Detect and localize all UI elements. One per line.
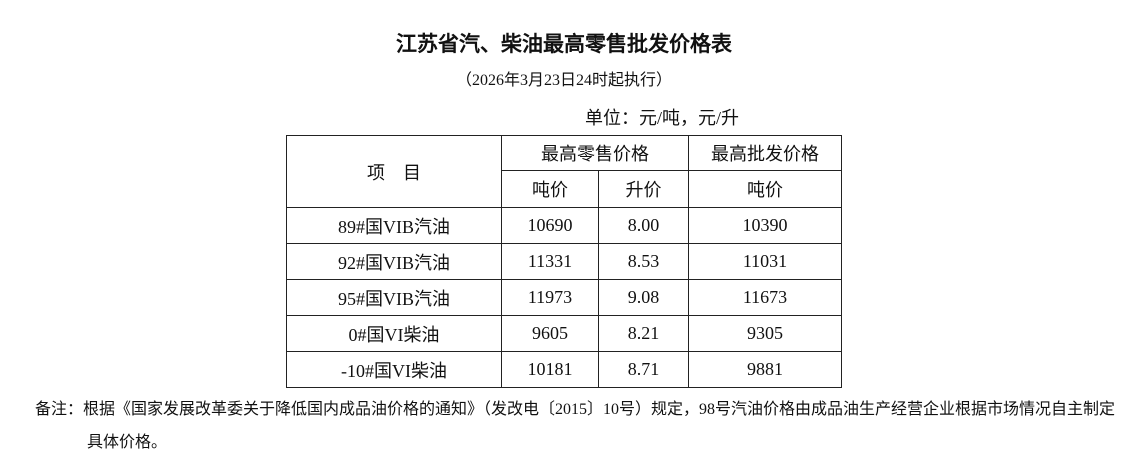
- price-cell: 11331: [501, 243, 599, 280]
- price-cell: 8.00: [598, 207, 689, 244]
- note: 备注：根据《国家发展改革委关于降低国内成品油价格的通知》（发改电〔2015〕10…: [35, 401, 1116, 451]
- data-row: 0#国VI柴油 9605 8.21 9305: [286, 315, 842, 352]
- price-cell: 11973: [501, 279, 599, 316]
- price-cell: 9305: [688, 315, 842, 352]
- data-row: -10#国VI柴油 10181 8.71 9881: [286, 351, 842, 388]
- table-body: 项 目 最高零售价格 最高批发价格 吨价 升价 吨价 89#国VIB汽油 1069…: [286, 135, 842, 388]
- item-cell: -10#国VI柴油: [286, 351, 502, 388]
- price-cell: 9881: [688, 351, 842, 388]
- price-cell: 8.71: [598, 351, 689, 388]
- header-cell: 最高零售价格: [501, 135, 689, 171]
- header-cell: 吨价: [501, 170, 599, 208]
- header-cell: 最高批发价格: [688, 135, 842, 171]
- header-cell: 升价: [598, 170, 689, 208]
- price-cell: 10181: [501, 351, 599, 388]
- data-row: 89#国VIB汽油 10690 8.00 10390: [286, 207, 842, 244]
- header-row: 吨价 升价 吨价: [287, 170, 842, 208]
- price-cell: 9605: [501, 315, 599, 352]
- price-cell: 8.53: [598, 243, 689, 280]
- price-cell: 8.21: [598, 315, 689, 352]
- item-cell: 92#国VIB汽油: [286, 243, 502, 280]
- unit: 单位：元/吨，元/升: [585, 108, 740, 128]
- price-table: 项 目 最高零售价格 最高批发价格 吨价 升价 吨价 89#国VIB汽油 1069…: [286, 135, 842, 388]
- price-cell: 9.08: [598, 279, 689, 316]
- header-cell: 项 目: [286, 135, 502, 208]
- item-cell: 0#国VI柴油: [286, 315, 502, 352]
- data-row: 95#国VIB汽油 11973 9.08 11673: [286, 279, 842, 316]
- price-cell: 11031: [688, 243, 842, 280]
- subtitle: （2026年3月23日24时起执行）: [455, 72, 672, 89]
- header-cell: 吨价: [688, 170, 842, 208]
- price-cell: 10390: [688, 207, 842, 244]
- price-cell: 10690: [501, 207, 599, 244]
- data-row: 92#国VIB汽油 11331 8.53 11031: [286, 243, 842, 280]
- header-row: 项 目 最高零售价格 最高批发价格: [286, 135, 842, 208]
- price-cell: 11673: [688, 279, 842, 316]
- title: 江苏省汽、柴油最高零售批发价格表: [396, 32, 732, 56]
- item-cell: 95#国VIB汽油: [286, 279, 502, 316]
- item-cell: 89#国VIB汽油: [286, 207, 502, 244]
